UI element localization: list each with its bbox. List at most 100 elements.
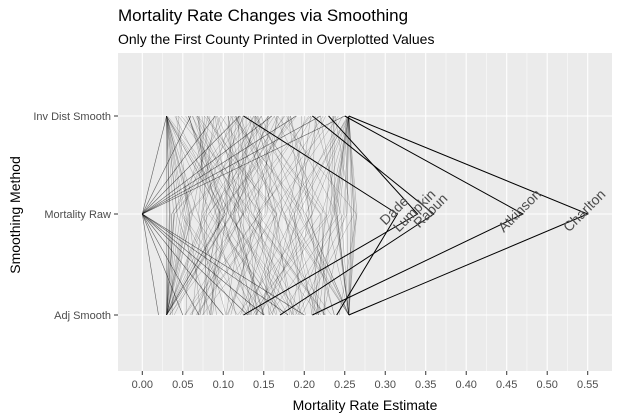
county-line <box>166 115 283 316</box>
county-line <box>202 115 262 316</box>
x-tick-label: 0.35 <box>415 379 436 391</box>
x-tick-label: 0.45 <box>496 379 517 391</box>
county-line <box>286 115 350 316</box>
county-line <box>199 115 236 316</box>
county-line <box>198 115 217 316</box>
county-line <box>166 115 221 316</box>
county-line <box>338 115 358 316</box>
county-line <box>166 115 181 316</box>
county-line <box>166 115 170 316</box>
background-county-lines <box>141 115 358 316</box>
county-line <box>184 115 310 316</box>
county-line <box>201 115 257 316</box>
county-line <box>273 115 350 316</box>
x-tick-label: 0.50 <box>537 379 558 391</box>
county-line <box>234 115 321 316</box>
y-tick-label: Adj Smooth <box>54 310 111 322</box>
county-line <box>166 115 254 316</box>
county-line-zero-rate <box>141 115 345 316</box>
county-line <box>268 115 343 316</box>
county-line <box>187 115 294 316</box>
county-line <box>182 115 250 316</box>
county-line <box>262 115 326 316</box>
county-line <box>227 115 325 316</box>
county-line <box>255 115 270 316</box>
county-line <box>210 115 297 316</box>
county-line <box>197 115 208 316</box>
county-line <box>184 115 324 316</box>
county-line <box>348 115 354 316</box>
y-tick-label: Inv Dist Smooth <box>33 111 111 123</box>
county-line <box>249 115 301 316</box>
county-line <box>295 115 350 316</box>
y-tick-label: Mortality Raw <box>44 209 111 221</box>
county-line <box>220 115 306 316</box>
county-line <box>283 115 349 316</box>
county-line <box>166 115 188 316</box>
county-line <box>166 115 189 316</box>
county-line <box>287 115 335 316</box>
county-line <box>289 115 335 316</box>
county-line <box>294 115 319 316</box>
county-line <box>207 115 332 316</box>
x-tick-label: 0.00 <box>132 379 153 391</box>
county-line <box>197 115 258 316</box>
county-line-rabun <box>279 115 435 316</box>
county-line <box>166 115 244 316</box>
county-line <box>166 115 190 316</box>
county-line <box>239 115 276 316</box>
county-line <box>242 115 319 316</box>
county-line <box>246 115 321 316</box>
county-line <box>166 115 171 316</box>
grid-layer <box>118 53 612 371</box>
county-line <box>291 115 310 316</box>
county-line <box>222 115 285 316</box>
county-line <box>214 115 301 316</box>
county-line <box>167 115 298 316</box>
county-line <box>225 115 290 316</box>
county-line <box>317 115 350 316</box>
county-line <box>188 115 263 316</box>
county-line <box>199 115 208 316</box>
county-line <box>166 115 171 316</box>
county-line <box>185 115 276 316</box>
county-line <box>191 115 243 316</box>
county-line <box>301 115 355 316</box>
x-tick-label: 0.20 <box>294 379 315 391</box>
county-line <box>230 115 291 316</box>
county-line <box>166 115 226 316</box>
county-line <box>171 115 241 316</box>
county-line <box>166 115 184 316</box>
county-line-charlton <box>348 115 590 316</box>
county-line <box>201 115 221 316</box>
county-line <box>166 115 226 316</box>
chart-title: Mortality Rate Changes via Smoothing <box>118 6 409 25</box>
county-line <box>272 115 312 316</box>
county-line <box>208 115 233 316</box>
county-line <box>320 115 350 316</box>
county-line <box>217 115 295 316</box>
x-tick-label: 0.40 <box>456 379 477 391</box>
county-line <box>321 115 350 316</box>
county-line <box>189 115 260 316</box>
x-tick-label: 0.15 <box>253 379 274 391</box>
county-line <box>335 115 350 316</box>
county-line <box>196 115 236 316</box>
county-line <box>253 115 293 316</box>
county-line <box>236 115 326 316</box>
highlighted-county-lines <box>243 115 590 316</box>
county-line <box>255 115 334 316</box>
county-line <box>348 115 353 316</box>
county-line <box>166 115 226 316</box>
county-line <box>233 115 302 316</box>
county-line <box>244 115 349 316</box>
county-line <box>166 115 238 316</box>
county-line <box>257 115 277 316</box>
county-line <box>297 115 350 316</box>
county-line <box>166 115 226 316</box>
county-line <box>169 115 245 316</box>
county-line <box>196 115 277 316</box>
county-line <box>247 115 350 316</box>
county-line <box>166 115 258 316</box>
y-axis-label: Smoothing Method <box>7 156 23 274</box>
